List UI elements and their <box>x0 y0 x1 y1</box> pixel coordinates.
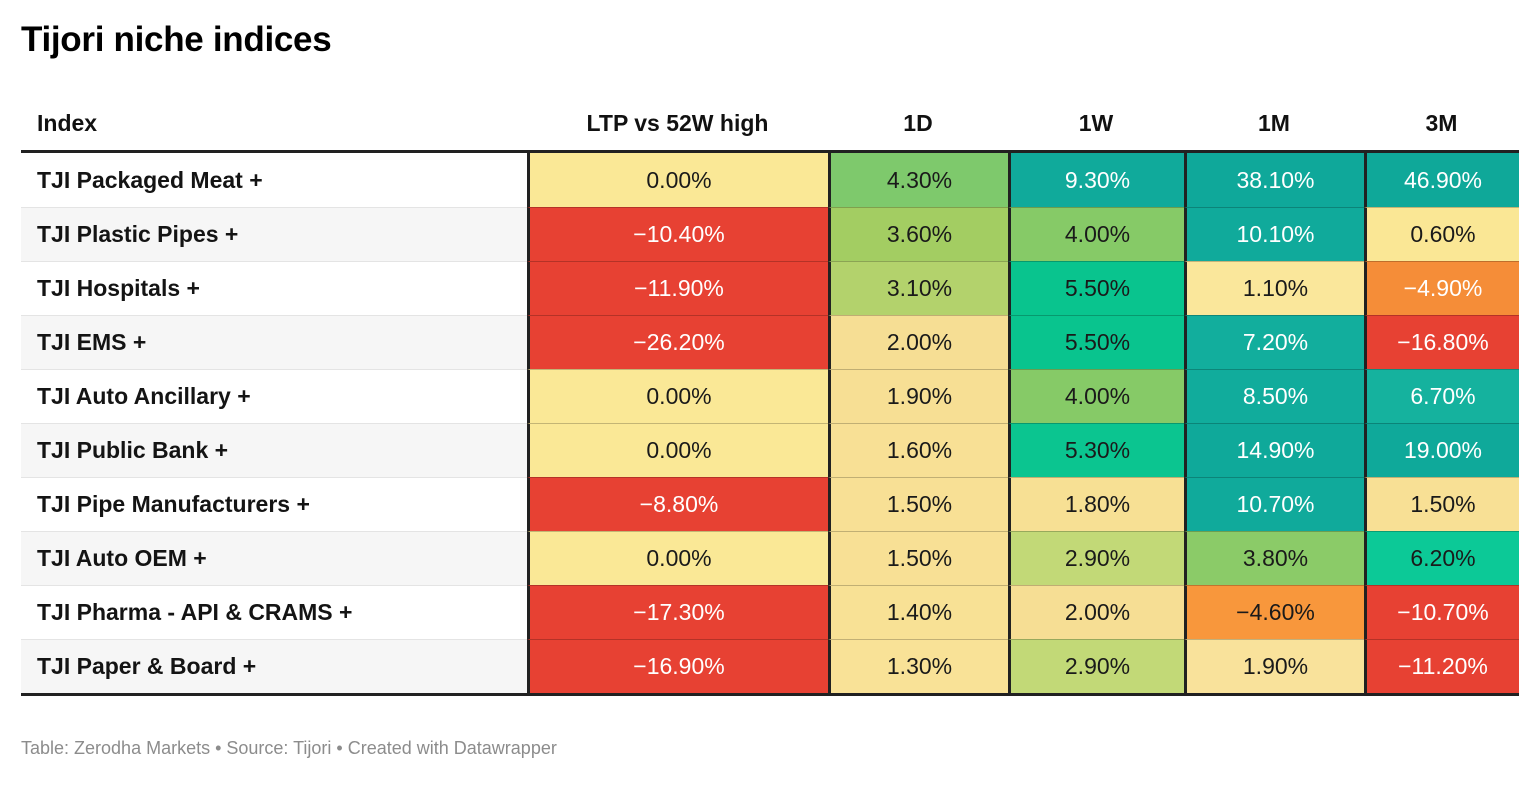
value-cell: 4.00% <box>1008 207 1184 261</box>
row-label[interactable]: TJI EMS + <box>21 315 527 369</box>
value-cell: 1.80% <box>1008 477 1184 531</box>
row-label[interactable]: TJI Hospitals + <box>21 261 527 315</box>
value-cell: 0.00% <box>527 153 828 207</box>
datawrapper-table-chart: Tijori niche indices Index LTP vs 52W hi… <box>21 20 1519 758</box>
value-cell: 38.10% <box>1184 153 1364 207</box>
table-row: TJI Public Bank +0.00% 1.60% 5.30% 14.90% 19… <box>21 423 1519 477</box>
value-cell: 5.50% <box>1008 315 1184 369</box>
table-row: TJI Pipe Manufacturers + −8.80% 1.50% 1.80%… <box>21 477 1519 531</box>
table-row: TJI Packaged Meat +0.00% 4.30% 9.30% 38.10%… <box>21 153 1519 207</box>
value-cell: 3.60% <box>828 207 1008 261</box>
table-header: Index LTP vs 52W high 1D 1W 1M 3M <box>21 110 1519 150</box>
row-label[interactable]: TJI Auto Ancillary + <box>21 369 527 423</box>
value-cell: −17.30% <box>527 585 828 639</box>
value-cell: −16.80% <box>1364 315 1519 369</box>
value-cell: −26.20% <box>527 315 828 369</box>
value-cell: 0.60% <box>1364 207 1519 261</box>
table-row: TJI Auto OEM +0.00% 1.50% 2.90% 3.80% 6.20% <box>21 531 1519 585</box>
value-cell: −16.90% <box>527 639 828 693</box>
value-cell: −10.40% <box>527 207 828 261</box>
value-cell: 1.50% <box>1364 477 1519 531</box>
row-label[interactable]: TJI Packaged Meat + <box>21 153 527 207</box>
value-cell: 6.70% <box>1364 369 1519 423</box>
value-cell: 2.00% <box>828 315 1008 369</box>
value-cell: −4.60% <box>1184 585 1364 639</box>
row-label[interactable]: TJI Plastic Pipes + <box>21 207 527 261</box>
value-cell: 5.50% <box>1008 261 1184 315</box>
value-cell: 3.80% <box>1184 531 1364 585</box>
value-cell: 1.10% <box>1184 261 1364 315</box>
value-cell: 5.30% <box>1008 423 1184 477</box>
page-title: Tijori niche indices <box>21 20 332 59</box>
value-cell: −10.70% <box>1364 585 1519 639</box>
value-cell: 46.90% <box>1364 153 1519 207</box>
value-cell: −11.90% <box>527 261 828 315</box>
row-label[interactable]: TJI Pipe Manufacturers + <box>21 477 527 531</box>
value-cell: −8.80% <box>527 477 828 531</box>
column-header-1m: 1M <box>1258 110 1290 136</box>
value-cell: 2.00% <box>1008 585 1184 639</box>
row-label[interactable]: TJI Paper & Board + <box>21 639 527 693</box>
value-cell: 0.00% <box>527 531 828 585</box>
value-cell: 14.90% <box>1184 423 1364 477</box>
table-row: TJI Auto Ancillary +0.00% 1.90% 4.00% 8.50%… <box>21 369 1519 423</box>
value-cell: 4.30% <box>828 153 1008 207</box>
value-cell: 3.10% <box>828 261 1008 315</box>
value-cell: 1.50% <box>828 531 1008 585</box>
value-cell: 1.90% <box>1184 639 1364 693</box>
value-cell: 10.10% <box>1184 207 1364 261</box>
table-row: TJI Pharma - API & CRAMS + −17.30% 1.40% 2.… <box>21 585 1519 639</box>
value-cell: 8.50% <box>1184 369 1364 423</box>
attribution-footer: Table: Zerodha Markets • Source: Tijori … <box>21 738 557 758</box>
value-cell: 1.30% <box>828 639 1008 693</box>
heatmap-table-body: TJI Packaged Meat +0.00% 4.30% 9.30% 38.10%… <box>21 150 1519 696</box>
value-cell: 6.20% <box>1364 531 1519 585</box>
value-cell: 9.30% <box>1008 153 1184 207</box>
row-label[interactable]: TJI Public Bank + <box>21 423 527 477</box>
value-cell: 1.50% <box>828 477 1008 531</box>
value-cell: 0.00% <box>527 423 828 477</box>
value-cell: 1.40% <box>828 585 1008 639</box>
value-cell: −4.90% <box>1364 261 1519 315</box>
value-cell: 4.00% <box>1008 369 1184 423</box>
row-label[interactable]: TJI Auto OEM + <box>21 531 527 585</box>
value-cell: 0.00% <box>527 369 828 423</box>
value-cell: 2.90% <box>1008 531 1184 585</box>
value-cell: 1.90% <box>828 369 1008 423</box>
table-row: TJI EMS + −26.20% 2.00% 5.50% 7.20% −16.80% <box>21 315 1519 369</box>
value-cell: 1.60% <box>828 423 1008 477</box>
column-header-1w: 1W <box>1078 110 1114 136</box>
row-label[interactable]: TJI Pharma - API & CRAMS + <box>21 585 527 639</box>
table-row: TJI Paper & Board + −16.90% 1.30% 2.90% 1.90… <box>21 639 1519 693</box>
column-header-index: Index <box>37 110 98 136</box>
column-header-1d: 1D <box>903 110 933 136</box>
table-row: TJI Plastic Pipes + −10.40% 3.60% 4.00% 10.1… <box>21 207 1519 261</box>
table-row: TJI Hospitals + −11.90% 3.10% 5.50% 1.10% −4.… <box>21 261 1519 315</box>
value-cell: −11.20% <box>1364 639 1519 693</box>
column-header-ltp-vs-52w-high: LTP vs 52W high <box>586 110 769 136</box>
value-cell: 19.00% <box>1364 423 1519 477</box>
column-header-3m: 3M <box>1425 110 1458 136</box>
value-cell: 2.90% <box>1008 639 1184 693</box>
value-cell: 10.70% <box>1184 477 1364 531</box>
value-cell: 7.20% <box>1184 315 1364 369</box>
